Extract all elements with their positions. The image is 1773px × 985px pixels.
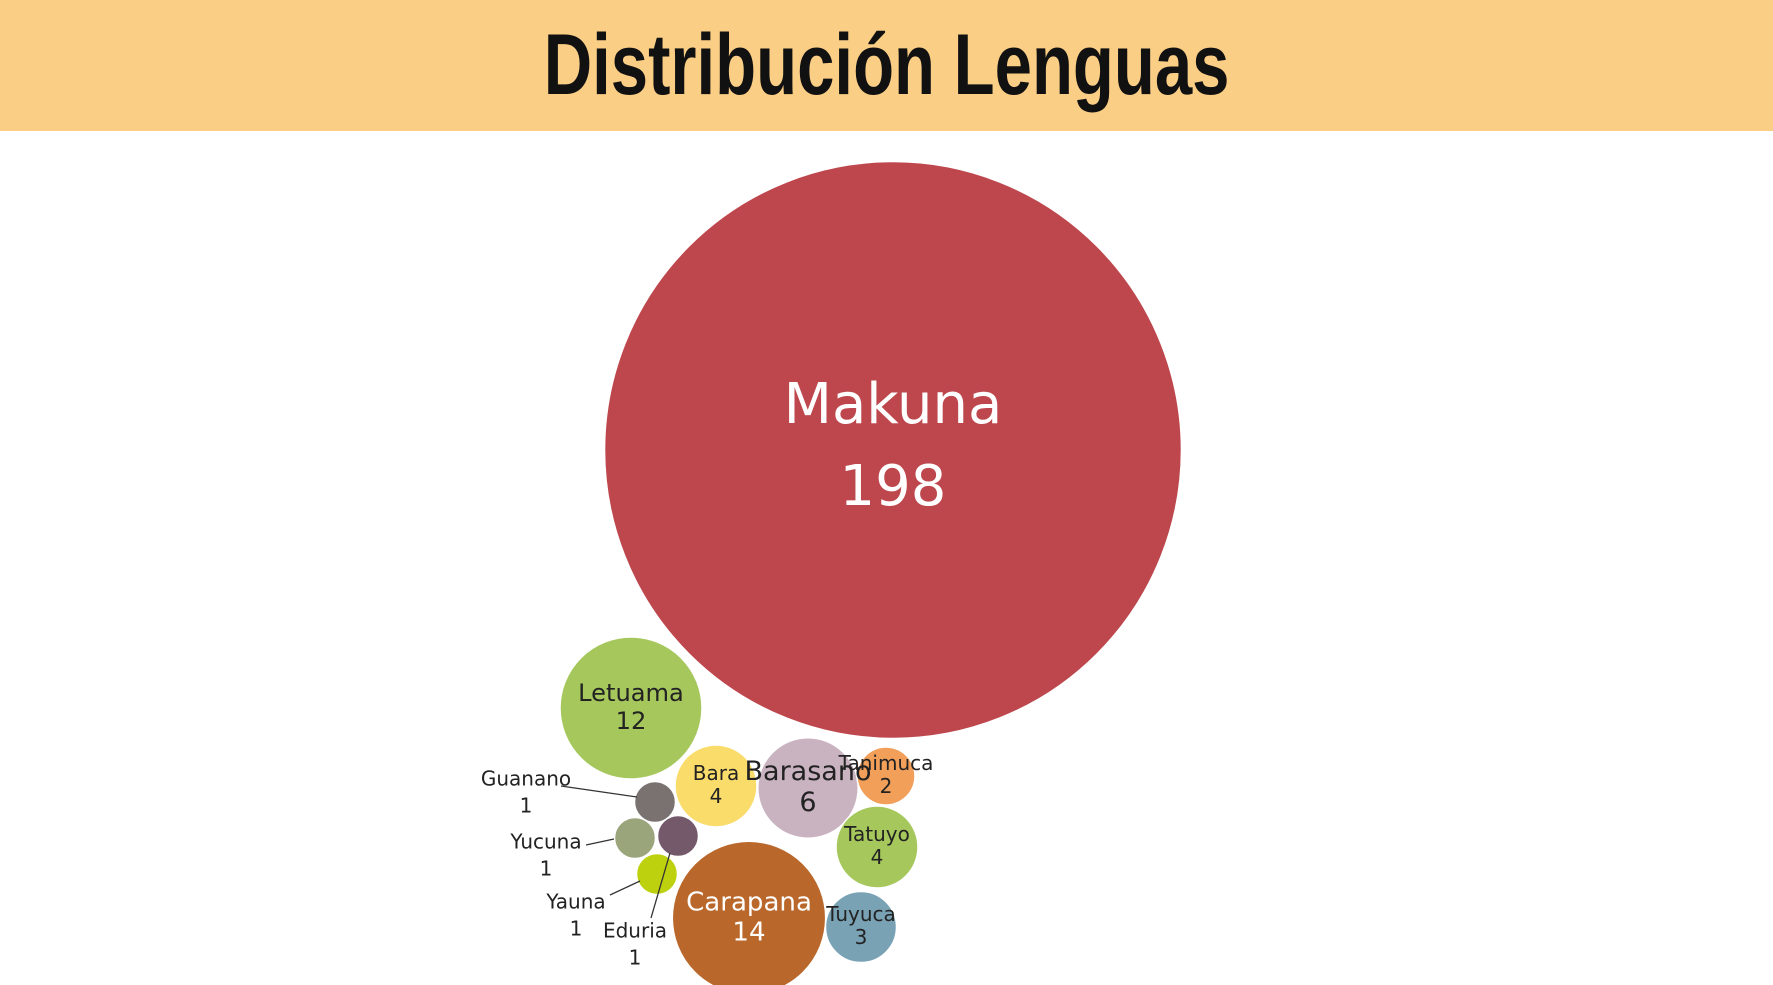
bubble-label-guanano: Guanano <box>481 767 571 791</box>
bubble-value-bara: 4 <box>710 784 723 808</box>
callout-line-yauna <box>609 880 641 896</box>
bubble-label-tanimuca: Tanimuca <box>838 751 934 775</box>
bubble-yucuna <box>613 816 657 860</box>
bubble-letuama <box>559 636 703 780</box>
bubble-tuyuca <box>824 890 898 964</box>
bubble-label-yauna: Yauna <box>545 890 605 914</box>
callout-line-eduria <box>650 852 671 919</box>
bubble-guanano <box>633 780 677 824</box>
bubble-value-carapana: 14 <box>732 917 765 947</box>
chart-title: Distribución Lenguas <box>543 17 1230 113</box>
bubble-value-eduria: 1 <box>629 946 642 970</box>
bubble-label-yucuna: Yucuna <box>509 830 581 854</box>
bubble-barasano <box>757 737 859 839</box>
bubble-eduria <box>656 814 700 858</box>
bubble-tanimuca <box>856 746 916 806</box>
bubble-label-barasano: Barasano <box>745 756 872 787</box>
title-banner: Distribución Lenguas <box>0 0 1773 131</box>
bubble-label-eduria: Eduria <box>603 919 667 943</box>
callout-line-yucuna <box>585 838 615 846</box>
bubble-value-yucuna: 1 <box>540 857 553 881</box>
bubble-value-letuama: 12 <box>616 707 647 735</box>
bubble-value-tuyuca: 3 <box>855 925 868 949</box>
bubble-makuna <box>603 160 1183 740</box>
bubble-label-makuna: Makuna <box>784 372 1003 437</box>
bubble-value-makuna: 198 <box>840 454 947 519</box>
bubble-value-yauna: 1 <box>570 917 583 941</box>
bubble-value-guanano: 1 <box>520 794 533 818</box>
bubble-value-tanimuca: 2 <box>880 774 893 798</box>
bubble-label-tatuyo: Tatuyo <box>843 822 910 846</box>
callout-line-guanano <box>560 785 638 798</box>
bubble-carapana <box>671 840 827 985</box>
bubble-label-letuama: Letuama <box>578 679 684 707</box>
bubble-bara <box>674 744 758 828</box>
bubble-value-barasano: 6 <box>799 787 816 818</box>
bubble-label-bara: Bara <box>693 761 739 785</box>
bubble-label-carapana: Carapana <box>686 888 812 918</box>
bubble-tatuyo <box>835 805 919 889</box>
bubble-value-tatuyo: 4 <box>871 845 884 869</box>
bubble-label-tuyuca: Tuyuca <box>825 902 896 926</box>
bubble-yauna <box>635 852 679 896</box>
